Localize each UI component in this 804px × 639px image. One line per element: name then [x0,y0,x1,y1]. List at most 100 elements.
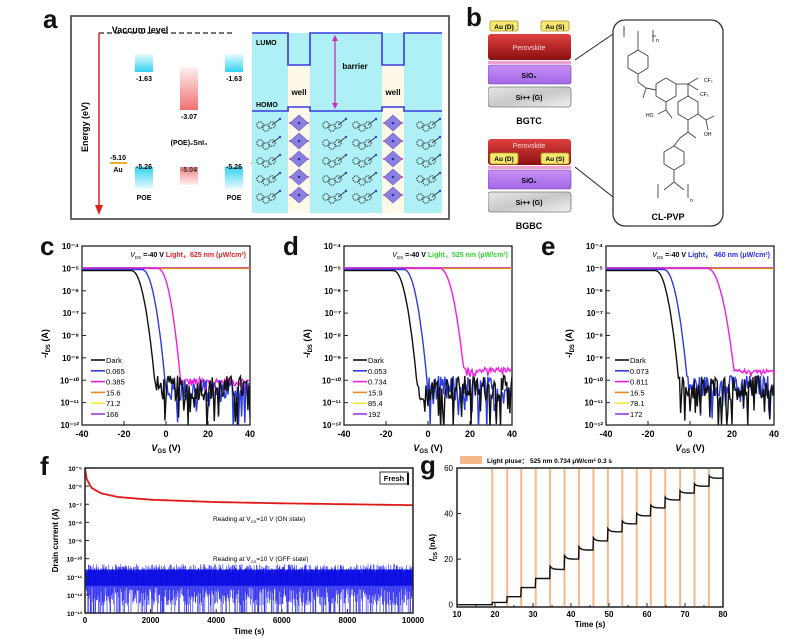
y-tick-label: 10⁻⁷ [63,309,79,318]
legend-label: 15.6 [106,388,121,397]
molecule-ring [322,157,330,165]
molecule-ring [428,175,436,183]
cf3-label-1: CF₃ [704,78,713,84]
polymer-structure-box [612,19,724,227]
molecule-ring [322,175,330,183]
molecule-ring [268,121,276,129]
legend-label: 172 [630,410,643,419]
molecule-atom [278,189,282,193]
bgtc-au-source-label: Au (S) [545,24,564,31]
y-tick-label: 10⁻⁵ [68,466,82,473]
y-tick-label: 10⁻⁹ [586,354,603,363]
energy-axis-label: Energy (eV) [80,102,90,152]
molecule-ring [328,142,336,150]
molecule-atom [438,171,442,175]
panel-a-letter: a [43,4,58,34]
molecule-ring [334,193,342,201]
molecule-chain [367,118,377,126]
x-tick-label: 4000 [207,616,225,625]
chart-d-transfer-curves: 10⁻¹² 10⁻¹¹ 10⁻¹⁰ 10⁻⁹ 10⁻⁸ 10⁻⁷ 10⁻⁶ 10⁻⁵ 10⁻⁴ -… [302,242,517,455]
legend-swatch [460,456,482,464]
molecule-ring [328,124,336,132]
molecule-ring [268,157,276,165]
series-line [82,267,250,394]
x-tick-label: 40 [245,429,255,439]
light-pulse-bar [679,469,682,606]
x-tick-label: -40 [337,429,350,439]
legend-label: Light pluse： 525 nm 0.734 μW/cm² 0.3 s [487,458,612,465]
y-tick-label: 10⁻⁸ [586,332,603,341]
on-state-series [84,467,414,507]
y-tick-label: 10⁻¹¹ [61,399,80,408]
bgtc-au-drain [489,20,519,32]
homo-line [252,106,442,112]
molecule-ring [334,175,342,183]
bgbc-si-gate [488,191,572,213]
molecule-atom [438,153,442,157]
molecule-atom [278,117,282,121]
well-right-label: well [384,88,400,97]
molecule-ring [422,142,430,150]
octahedron-center [297,139,301,143]
octahedron-center [297,175,301,179]
bgbc-au-drain [489,152,519,165]
y-tick-label: 40 [444,510,453,519]
y-axis-label: IDS (nA) [428,533,439,561]
octahedron-iodide [383,176,385,178]
light-pulse-bar [707,469,710,606]
octahedron-center [391,139,395,143]
y-axis-label: -IDS (A) [302,329,314,358]
panel-e-letter: e [541,231,556,261]
molecule-ring [268,139,276,147]
poe-lumo-left [135,54,153,72]
sn-homo-value: -5.04 [181,167,197,174]
light-pulse-bar [621,469,624,606]
light-pulse-bar [649,469,652,606]
legend-label: 0.065 [106,367,125,376]
molecule-ring [352,157,360,165]
octahedron-center [391,157,395,161]
molecule-chain [271,154,281,162]
y-tick-label: 10⁻⁶ [62,287,79,296]
octahedron-iodide [307,194,309,196]
molecule-atom [374,153,378,157]
series-line [606,268,774,420]
y-tick-label: 10⁻⁶ [586,287,603,296]
y-tick-label: 10⁻⁶ [324,287,341,296]
poe-lumo-right-value: -1.63 [226,76,242,83]
legend-label: 0.053 [368,367,387,376]
well-background [252,33,442,213]
vacuum-level-label: Vaccum level [112,25,169,35]
bgbc-sio2-label: SiO₂ [521,178,536,185]
molecule-ring [328,178,336,186]
curves [606,267,774,425]
bgtc-dielectric [488,61,571,64]
y-tick-label: 10⁻⁴ [586,242,603,251]
molecule-atom [344,135,348,139]
bgtc-si-gate [488,86,572,108]
organic-molecules [256,117,442,204]
poe-homo-right-value: -5.26 [226,164,242,171]
chart-g-pulse-response: 0 20 40 60 10 20 30 40 50 60 70 80 Time (s) IDS (nA) L… [428,456,728,629]
y-tick-label: 10⁻⁴ [62,242,79,251]
y-tick-label: 10⁻⁸ [324,332,341,341]
light-pulse-bar [549,469,552,606]
molecule-ring [416,157,424,165]
sn-lumo-value: -3.07 [181,114,197,121]
y-tick-label: 10⁻¹² [61,421,80,430]
molecule-atom [438,135,442,139]
molecule-ring [358,160,366,168]
x-tick-label: 80 [719,610,728,619]
molecule-atom [278,153,282,157]
legend-label: Dark [368,356,384,365]
bgbc-perovskite-label: Perovskite [513,143,546,150]
chart-c-plot: 10⁻¹² 10⁻¹¹ 10⁻¹⁰ 10⁻⁹ 10⁻⁸ 10⁻⁷ 10⁻⁶ 10⁻⁵ 10⁻⁴ -… [40,242,255,455]
octahedron-iodide [383,158,385,160]
light-pulse-bar [635,469,638,606]
molecule-ring [422,124,430,132]
molecule-atom [438,117,442,121]
quantum-well-diagram: LUMO HOMO well well barrier [252,32,442,213]
molecule-ring [364,175,372,183]
molecule-ring [416,121,424,129]
cf3-label-2: CF₃ [700,92,709,98]
